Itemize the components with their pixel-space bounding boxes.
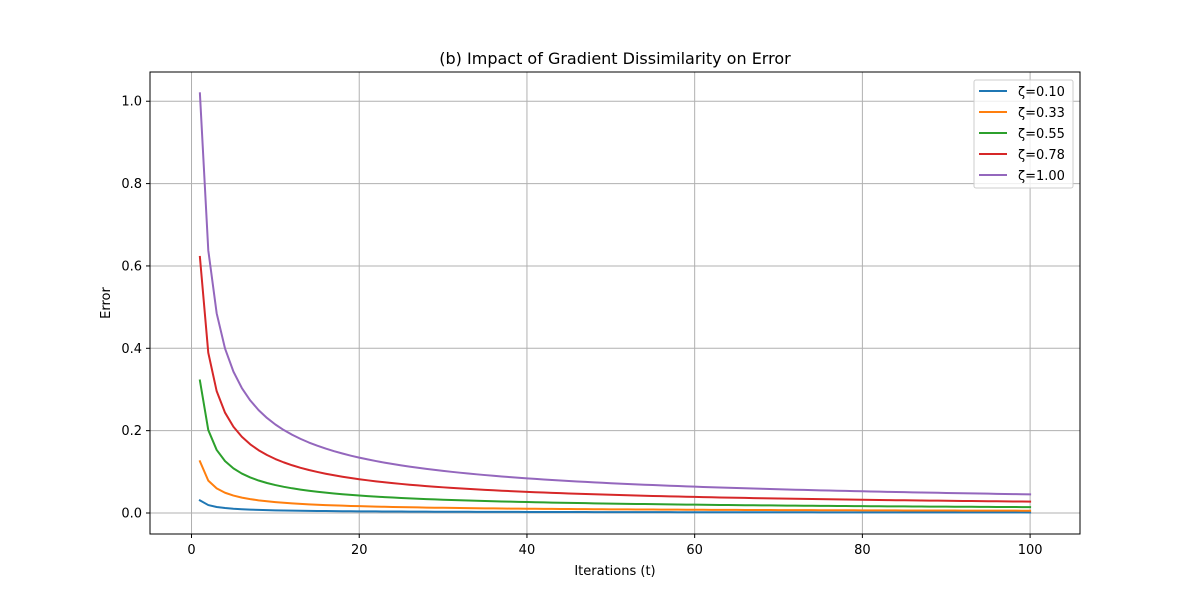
x-tick-label: 0 [187,543,195,558]
axes: 0 20 40 60 80 100 0.0 0.2 0.4 0.6 0.8 1.0 [121,95,1042,558]
x-tick-label: 100 [1018,543,1043,558]
chart-title: (b) Impact of Gradient Dissimilarity on … [439,49,791,68]
x-tick-label: 60 [686,543,703,558]
x-tick-label: 40 [519,543,536,558]
legend-box [973,79,1074,189]
legend: ζ=0.10 ζ=0.33 ζ=0.55 ζ=0.78 ζ=1.00 [973,79,1074,189]
y-tick-label: 0.6 [121,259,142,274]
legend-label: ζ=0.55 [1018,127,1065,142]
series-line-2 [198,379,1032,509]
y-tick-label: 0.0 [121,507,142,522]
series-line-4 [198,92,1032,496]
x-tick-label: 20 [351,543,368,558]
x-axis-label: Iterations (t) [574,564,655,579]
series-line-0 [198,498,1032,514]
plot-frame [149,71,1081,535]
y-tick-label: 1.0 [121,95,142,110]
legend-label: ζ=0.78 [1018,148,1065,163]
legend-label: ζ=1.00 [1018,169,1065,184]
y-axis-label: Error [99,287,114,319]
y-tick-label: 0.2 [121,424,142,439]
x-tick-label: 80 [854,543,871,558]
y-tick-label: 0.4 [121,342,142,357]
series-line-3 [198,255,1032,503]
y-tick-label: 0.8 [121,177,142,192]
legend-label: ζ=0.33 [1018,106,1065,121]
legend-label: ζ=0.10 [1018,85,1065,100]
series-line-1 [198,460,1032,512]
series-lines [198,92,1032,514]
